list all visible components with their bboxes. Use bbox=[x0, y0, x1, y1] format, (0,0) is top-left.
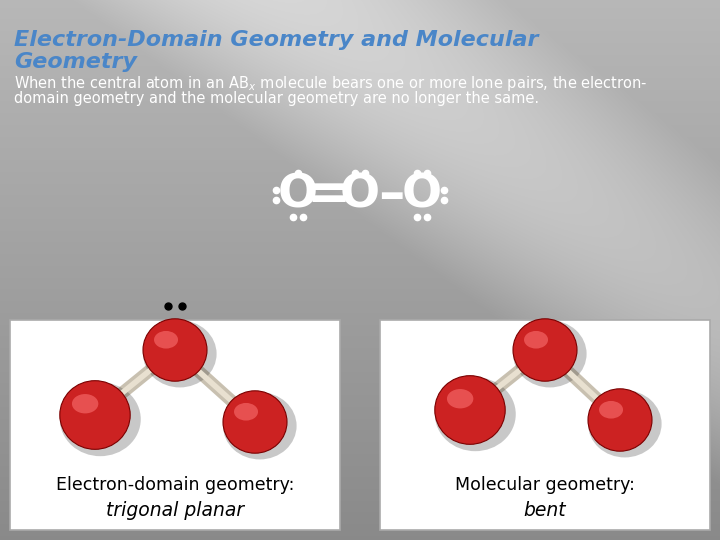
Text: domain geometry and the molecular geometry are no longer the same.: domain geometry and the molecular geomet… bbox=[14, 91, 539, 106]
Ellipse shape bbox=[513, 320, 587, 387]
Ellipse shape bbox=[234, 403, 258, 421]
Ellipse shape bbox=[60, 381, 130, 449]
Ellipse shape bbox=[143, 319, 207, 381]
Text: =: = bbox=[307, 169, 351, 221]
Bar bbox=[380, 320, 710, 530]
Bar bbox=[10, 320, 340, 530]
Text: Electron-domain geometry:: Electron-domain geometry: bbox=[56, 476, 294, 494]
Text: Electron-Domain Geometry and Molecular: Electron-Domain Geometry and Molecular bbox=[14, 30, 539, 50]
Text: trigonal planar: trigonal planar bbox=[106, 501, 244, 519]
Ellipse shape bbox=[60, 382, 141, 456]
Text: bent: bent bbox=[523, 501, 567, 519]
Ellipse shape bbox=[447, 389, 473, 408]
Text: –: – bbox=[378, 169, 404, 221]
Ellipse shape bbox=[435, 376, 505, 444]
Text: O: O bbox=[402, 172, 442, 218]
Text: O: O bbox=[340, 172, 380, 218]
Ellipse shape bbox=[435, 377, 516, 451]
Text: O: O bbox=[278, 172, 318, 218]
Ellipse shape bbox=[223, 392, 297, 460]
Ellipse shape bbox=[588, 390, 662, 457]
Ellipse shape bbox=[524, 331, 548, 348]
Ellipse shape bbox=[513, 319, 577, 381]
Ellipse shape bbox=[223, 391, 287, 453]
Text: When the central atom in an AB$_x$ molecule bears one or more lone pairs, the el: When the central atom in an AB$_x$ molec… bbox=[14, 74, 647, 93]
Ellipse shape bbox=[588, 389, 652, 451]
Text: Geometry: Geometry bbox=[14, 52, 137, 72]
Text: Molecular geometry:: Molecular geometry: bbox=[455, 476, 635, 494]
Ellipse shape bbox=[154, 331, 178, 348]
Ellipse shape bbox=[599, 401, 623, 418]
Ellipse shape bbox=[72, 394, 99, 414]
Ellipse shape bbox=[143, 320, 217, 387]
